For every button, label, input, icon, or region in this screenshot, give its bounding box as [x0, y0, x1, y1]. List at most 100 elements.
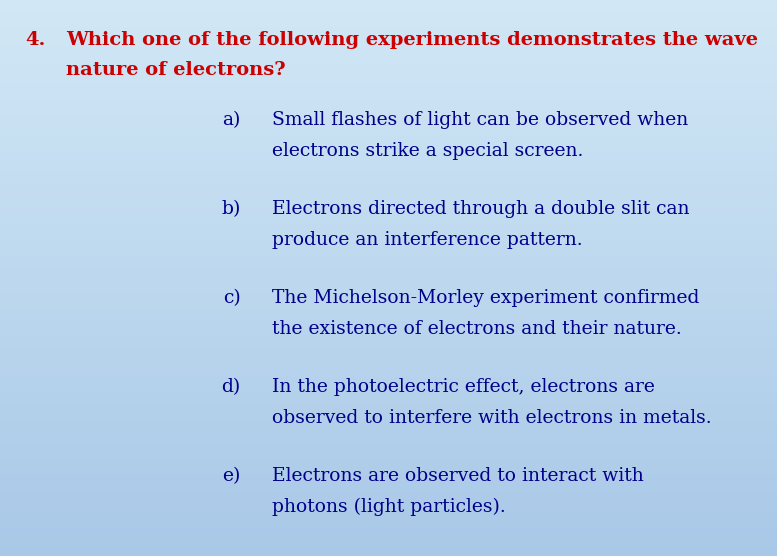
Bar — [0, 367, 777, 370]
Bar — [0, 222, 777, 225]
Bar — [0, 470, 777, 473]
Bar — [0, 512, 777, 514]
Text: electrons strike a special screen.: electrons strike a special screen. — [272, 142, 584, 160]
Bar — [0, 409, 777, 411]
Bar — [0, 170, 777, 172]
Bar — [0, 278, 777, 281]
Bar — [0, 103, 777, 106]
Bar — [0, 425, 777, 428]
Bar — [0, 406, 777, 409]
Bar — [0, 150, 777, 153]
Bar — [0, 131, 777, 133]
Bar — [0, 178, 777, 181]
Bar — [0, 398, 777, 400]
Bar — [0, 164, 777, 167]
Bar — [0, 514, 777, 517]
Bar — [0, 47, 777, 50]
Bar — [0, 228, 777, 231]
Text: observed to interfere with electrons in metals.: observed to interfere with electrons in … — [272, 409, 712, 426]
Bar — [0, 239, 777, 242]
Bar — [0, 517, 777, 520]
Bar — [0, 153, 777, 156]
Bar — [0, 6, 777, 8]
Bar — [0, 281, 777, 284]
Bar — [0, 217, 777, 220]
Bar — [0, 414, 777, 417]
Bar — [0, 542, 777, 545]
Bar — [0, 464, 777, 467]
Bar — [0, 247, 777, 250]
Bar — [0, 448, 777, 450]
Bar — [0, 445, 777, 448]
Bar — [0, 495, 777, 498]
Bar — [0, 86, 777, 89]
Bar — [0, 361, 777, 364]
Bar — [0, 161, 777, 164]
Text: In the photoelectric effect, electrons are: In the photoelectric effect, electrons a… — [272, 378, 655, 396]
Bar — [0, 236, 777, 239]
Bar — [0, 314, 777, 317]
Bar — [0, 261, 777, 264]
Bar — [0, 509, 777, 512]
Bar — [0, 33, 777, 36]
Bar — [0, 342, 777, 345]
Bar — [0, 500, 777, 503]
Bar — [0, 83, 777, 86]
Bar — [0, 61, 777, 64]
Bar — [0, 197, 777, 200]
Bar — [0, 11, 777, 14]
Bar — [0, 181, 777, 183]
Bar — [0, 28, 777, 31]
Bar — [0, 459, 777, 461]
Bar — [0, 195, 777, 197]
Bar — [0, 167, 777, 170]
Bar — [0, 300, 777, 303]
Bar — [0, 289, 777, 292]
Bar — [0, 506, 777, 509]
Bar — [0, 417, 777, 420]
Bar — [0, 528, 777, 531]
Bar — [0, 370, 777, 373]
Bar — [0, 284, 777, 286]
Text: a): a) — [222, 111, 241, 129]
Bar — [0, 8, 777, 11]
Bar — [0, 106, 777, 108]
Bar — [0, 353, 777, 356]
Bar — [0, 403, 777, 406]
Bar — [0, 345, 777, 348]
Bar — [0, 36, 777, 39]
Bar — [0, 267, 777, 270]
Bar — [0, 339, 777, 342]
Bar — [0, 431, 777, 434]
Bar — [0, 89, 777, 92]
Bar — [0, 520, 777, 523]
Bar — [0, 548, 777, 550]
Bar — [0, 175, 777, 178]
Text: the existence of electrons and their nature.: the existence of electrons and their nat… — [272, 320, 681, 337]
Bar — [0, 473, 777, 475]
Bar — [0, 378, 777, 381]
Bar — [0, 208, 777, 211]
Bar — [0, 537, 777, 539]
Bar — [0, 92, 777, 95]
Bar — [0, 172, 777, 175]
Bar — [0, 3, 777, 6]
Bar — [0, 348, 777, 350]
Bar — [0, 256, 777, 259]
Bar — [0, 125, 777, 128]
Bar — [0, 322, 777, 325]
Bar — [0, 317, 777, 320]
Bar — [0, 400, 777, 403]
Bar — [0, 53, 777, 56]
Bar — [0, 334, 777, 336]
Bar — [0, 467, 777, 470]
Bar — [0, 78, 777, 81]
Bar — [0, 328, 777, 331]
Bar — [0, 206, 777, 208]
Text: c): c) — [223, 289, 241, 307]
Bar — [0, 25, 777, 28]
Bar — [0, 225, 777, 228]
Bar — [0, 264, 777, 267]
Bar — [0, 122, 777, 125]
Bar — [0, 272, 777, 275]
